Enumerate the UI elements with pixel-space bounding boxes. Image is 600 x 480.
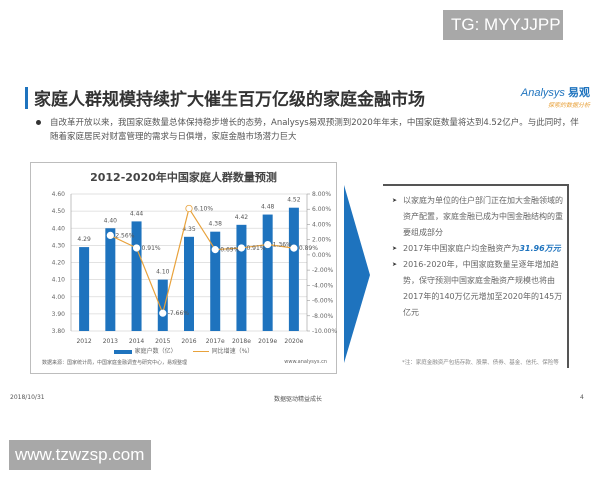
watermark-bottom: www.tzwzsp.com	[9, 440, 151, 470]
source-url: www.analysys.cn	[284, 359, 327, 365]
svg-text:4.38: 4.38	[209, 221, 223, 228]
svg-text:2015: 2015	[155, 338, 170, 345]
bullet-icon	[36, 120, 41, 125]
svg-text:-7.66%: -7.66%	[168, 310, 190, 317]
svg-text:6.10%: 6.10%	[194, 205, 213, 212]
svg-text:0.91%: 0.91%	[142, 245, 161, 252]
svg-text:0.91%: 0.91%	[246, 245, 265, 252]
svg-text:2014: 2014	[129, 338, 144, 345]
svg-text:2019e: 2019e	[258, 338, 277, 345]
combo-chart: 4.60 4.50 4.40 4.30 4.20 4.10 4.00 3.90 3.80 8.00…	[52, 191, 338, 345]
insight-point: 2017年中国家庭户均金融资产为31.96万元	[392, 241, 570, 257]
svg-text:4.00%: 4.00%	[312, 221, 331, 228]
svg-text:4.10: 4.10	[52, 277, 66, 284]
svg-text:4.40: 4.40	[52, 225, 66, 232]
svg-text:2020e: 2020e	[284, 338, 303, 345]
svg-text:4.10: 4.10	[156, 269, 170, 276]
svg-text:0.89%: 0.89%	[299, 245, 318, 252]
svg-text:2017e: 2017e	[206, 338, 225, 345]
chart-legend: 家庭户数（亿） 同比增速（%）	[31, 346, 336, 355]
legend-bar-swatch	[113, 349, 132, 354]
svg-text:4.35: 4.35	[182, 226, 196, 233]
insight-points: 以家庭为单位的住户部门正在加大金融领域的资产配置，家庭金融已成为中国金融结构的重…	[392, 193, 570, 321]
summary-paragraph: 自改革开放以来，我国家庭数量总体保持稳步增长的态势，Analysys易观预测到2…	[36, 116, 583, 144]
svg-text:2012: 2012	[76, 338, 91, 345]
watermark-top: TG: MYYJJPP	[443, 10, 563, 40]
svg-text:-2.00%: -2.00%	[312, 267, 334, 274]
svg-text:4.00: 4.00	[52, 294, 66, 301]
svg-text:4.40: 4.40	[104, 217, 118, 224]
svg-text:3.90: 3.90	[52, 311, 66, 318]
svg-text:2.56%: 2.56%	[115, 232, 134, 239]
svg-text:2018e: 2018e	[232, 338, 251, 345]
svg-text:6.00%: 6.00%	[312, 206, 331, 213]
summary-text: 自改革开放以来，我国家庭数量总体保持稳步增长的态势，Analysys易观预测到2…	[50, 118, 579, 142]
svg-text:-10.00%: -10.00%	[312, 328, 337, 335]
svg-text:2016: 2016	[181, 338, 196, 345]
logo-tagline: 探索的数据分析	[547, 102, 590, 109]
chevron-arrow-icon	[344, 185, 370, 363]
page-title: 家庭人群规模持续扩大催生百万亿级的家庭金融市场	[34, 90, 425, 110]
source-text: 数据来源：国家统计局，中国家庭金融调查与研究中心，易观整理	[42, 360, 188, 366]
svg-text:4.48: 4.48	[261, 204, 275, 211]
svg-text:4.60: 4.60	[52, 191, 66, 198]
chart-panel: 2012-2020年中国家庭人群数量预测 4.60 4.50 4.40 4.30 4.2…	[30, 162, 337, 374]
svg-text:0.00%: 0.00%	[312, 252, 331, 259]
logo-brand-cn: 易观	[568, 87, 590, 99]
legend-bar-label: 家庭户数（亿）	[134, 348, 177, 355]
legend-line-label: 同比增速（%）	[211, 348, 254, 355]
analysys-logo: Analysys 易观 探索的数据分析	[510, 84, 590, 109]
insight-point: 以家庭为单位的住户部门正在加大金融领域的资产配置，家庭金融已成为中国金融结构的重…	[392, 193, 570, 241]
svg-text:0.69%: 0.69%	[220, 247, 239, 254]
svg-text:2013: 2013	[103, 338, 118, 345]
insight-point-prefix: 2017年中国家庭户均金融资产为	[403, 244, 520, 253]
svg-text:3.80: 3.80	[52, 328, 66, 335]
footnote: *注：家庭金融资产包括存款、股票、债券、基金、信托、保险等	[402, 360, 559, 366]
svg-text:4.44: 4.44	[130, 210, 144, 217]
svg-text:1.36%: 1.36%	[273, 242, 292, 249]
svg-text:8.00%: 8.00%	[312, 191, 331, 198]
page-number: 4	[580, 394, 584, 401]
svg-text:-8.00%: -8.00%	[312, 313, 334, 320]
insight-point: 2016-2020年，中国家庭数量呈逐年增加趋势，保守预测中国家庭金融资产规模也…	[392, 257, 570, 321]
title-accent-bar	[25, 87, 28, 109]
svg-text:4.52: 4.52	[287, 197, 301, 204]
svg-text:4.29: 4.29	[77, 236, 91, 243]
svg-text:2.00%: 2.00%	[312, 237, 331, 244]
svg-text:4.20: 4.20	[52, 260, 66, 267]
chart-title: 2012-2020年中国家庭人群数量预测	[90, 171, 277, 184]
svg-text:4.50: 4.50	[52, 208, 66, 215]
footer-slogan: 数据驱动精益成长	[274, 396, 323, 403]
svg-text:-6.00%: -6.00%	[312, 298, 334, 305]
legend-line-swatch	[192, 351, 209, 352]
highlight-value: 31.96万元	[519, 244, 561, 253]
logo-brand: Analysys	[520, 87, 565, 99]
svg-text:-4.00%: -4.00%	[312, 282, 334, 289]
svg-text:4.30: 4.30	[52, 242, 66, 249]
footer-date: 2018/10/31	[10, 394, 45, 401]
svg-text:4.42: 4.42	[235, 214, 249, 221]
